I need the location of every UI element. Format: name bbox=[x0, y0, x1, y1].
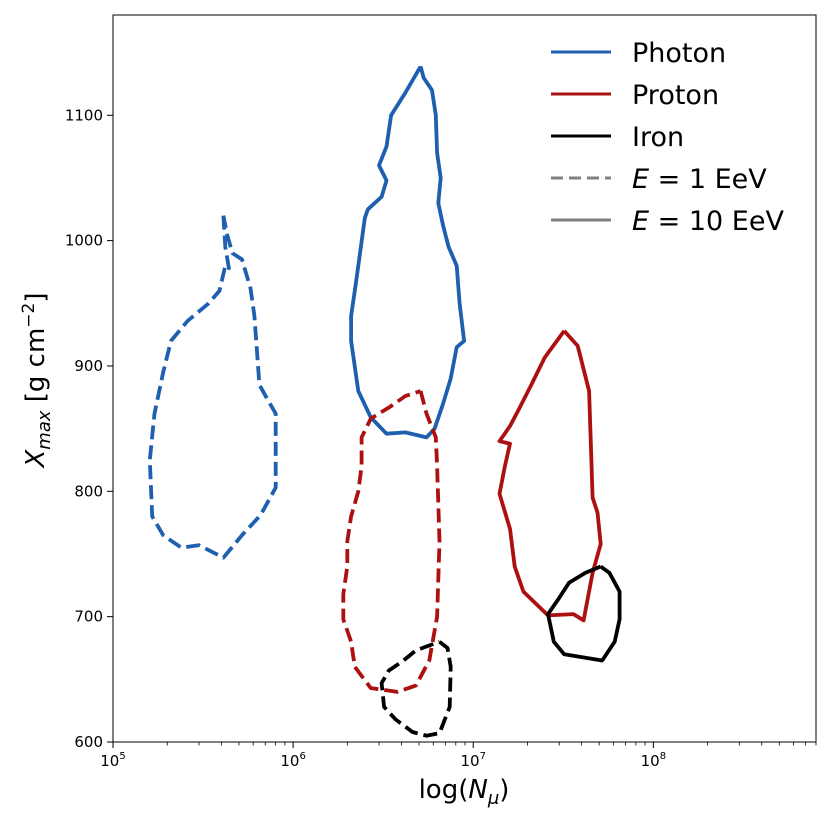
contour-photon-e-1-eev bbox=[147, 215, 278, 560]
series-layer bbox=[147, 65, 622, 738]
contour-iron-e-10-eev bbox=[546, 564, 622, 663]
legend-label-photon: Photon bbox=[632, 38, 726, 69]
legend-label-iron: Iron bbox=[632, 122, 684, 153]
y-tick-label: 800 bbox=[74, 482, 103, 500]
contour-proton-e-10-eev bbox=[497, 329, 603, 623]
x-tick-label: 105 bbox=[100, 751, 125, 770]
y-axis-label: Xmax [g cm−2] bbox=[19, 292, 55, 469]
legend-label-e-10-eev: E = 10 EeV bbox=[632, 206, 784, 237]
y-tick-label: 600 bbox=[74, 733, 103, 751]
x-axis-ticks: 105 106 107 108 bbox=[100, 742, 817, 770]
y-tick-label: 1000 bbox=[65, 232, 103, 250]
x-axis-label: log(Nμ) bbox=[419, 775, 510, 809]
y-tick-label: 1100 bbox=[65, 106, 103, 124]
y-tick-label: 900 bbox=[74, 357, 103, 375]
legend-label-e-1-eev: E = 1 EeV bbox=[632, 164, 767, 195]
plot-frame bbox=[112, 14, 817, 743]
y-tick-label: 700 bbox=[74, 608, 103, 626]
contour-photon-e-10-eev bbox=[349, 65, 466, 440]
plot-background bbox=[113, 15, 816, 742]
x-tick-label: 107 bbox=[460, 751, 485, 770]
y-axis-ticks: 600 700 800 900 1000 1100 bbox=[65, 106, 113, 751]
x-tick-label: 108 bbox=[641, 751, 666, 770]
legend: Photon Proton Iron E = 1 EeV E = 10 EeV bbox=[551, 38, 784, 237]
x-tick-label: 106 bbox=[280, 751, 305, 770]
contour-proton-e-1-eev bbox=[341, 389, 442, 694]
legend-label-proton: Proton bbox=[632, 80, 719, 111]
